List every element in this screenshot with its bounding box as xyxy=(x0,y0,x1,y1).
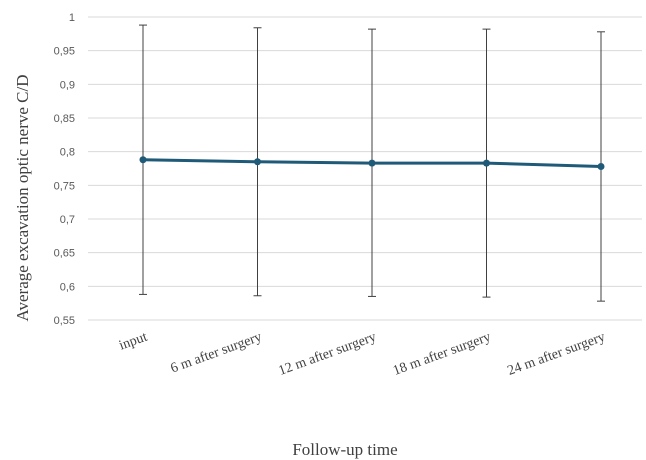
data-point xyxy=(483,159,490,167)
data-point xyxy=(597,162,605,170)
gridlines xyxy=(88,16,642,321)
x-category-label: 24 m after surgery xyxy=(506,330,608,379)
data-point xyxy=(368,159,376,167)
x-category-label: input xyxy=(117,330,149,354)
y-tick-label: 0,85 xyxy=(54,113,75,125)
x-category-label: 18 m after surgery xyxy=(391,330,493,379)
data-point xyxy=(254,158,261,166)
x-axis-title: Follow-up time xyxy=(292,440,397,459)
y-tick-label: 0,95 xyxy=(54,46,75,58)
y-tick-label: 0,9 xyxy=(60,79,75,91)
y-tick-labels: 0,55 0,6 0,65 0,7 0,75 0,8 0,85 0,9 0,95 1 xyxy=(54,12,75,327)
data-points xyxy=(139,156,605,170)
x-category-label: 6 m after surgery xyxy=(169,330,264,377)
y-tick-label: 0,75 xyxy=(54,180,75,192)
y-tick-label: 0,55 xyxy=(54,315,75,327)
y-axis-title: Average excavation optic nerve C/D xyxy=(13,74,32,321)
x-category-labels: input 6 m after surgery 12 m after surgery… xyxy=(117,330,607,379)
y-tick-label: 0,8 xyxy=(60,147,75,159)
y-tick-label: 0,65 xyxy=(54,248,75,260)
y-tick-label: 1 xyxy=(69,12,75,24)
y-tick-label: 0,7 xyxy=(60,214,75,226)
data-point xyxy=(139,156,147,164)
y-tick-label: 0,6 xyxy=(60,281,75,293)
x-category-label: 12 m after surgery xyxy=(277,330,379,379)
